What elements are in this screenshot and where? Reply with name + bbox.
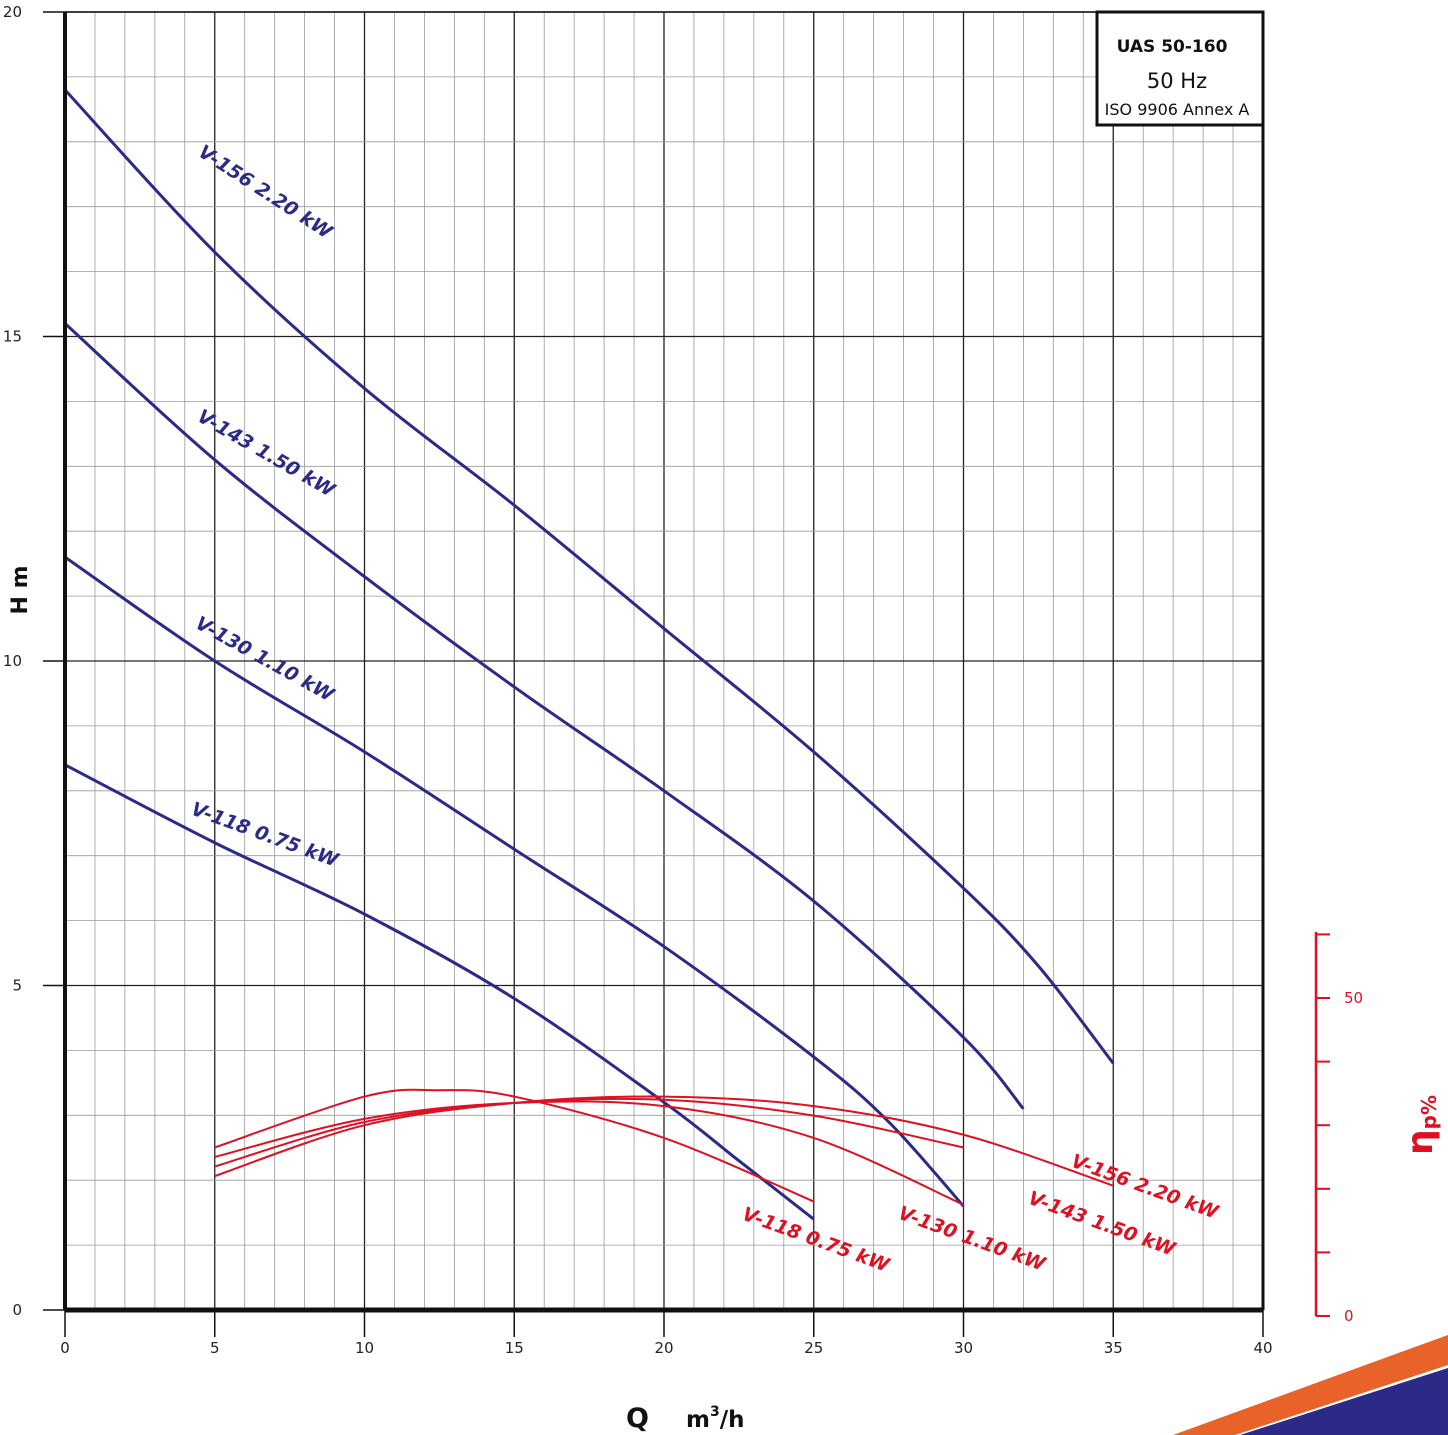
x-axis-title: Q m3/h: [626, 1403, 745, 1434]
chart-title: UAS 50-160: [1117, 37, 1228, 57]
x-tick-label: 10: [355, 1339, 374, 1357]
tick-labels: 0 5 10 15 20 25 30 35 40 0 5 10 15 20 0 50: [3, 3, 1363, 1357]
x-axis-unit-tail: /h: [720, 1407, 745, 1433]
eta-subscript: p%: [1417, 1095, 1441, 1129]
x-tick-label: 15: [505, 1339, 524, 1357]
x-tick-label: 20: [654, 1339, 673, 1357]
y-tick-label: 15: [3, 328, 22, 346]
axes: [43, 11, 1330, 1337]
efficiency-axis-title-text: ηp%: [1400, 1095, 1441, 1155]
x-tick-label: 25: [804, 1339, 823, 1357]
eta-symbol: η: [1400, 1129, 1441, 1155]
x-axis-symbol: Q: [626, 1403, 649, 1434]
efficiency-curves: [214, 1088, 1114, 1206]
head-curve-line: [64, 555, 965, 1208]
y-tick-label: 10: [3, 652, 22, 670]
y-axis-title: H m: [8, 566, 33, 615]
efficiency-tick-label: 0: [1344, 1307, 1354, 1325]
head-curve-line: [64, 763, 815, 1221]
x-tick-label: 35: [1104, 1339, 1123, 1357]
curve-labels: V-156 2.20 kWV-143 1.50 kWV-130 1.10 kWV…: [188, 141, 1222, 1277]
efficiency-tick-label: 50: [1344, 989, 1363, 1007]
efficiency-curve-line: [214, 1095, 1114, 1187]
grid: [64, 11, 1264, 1311]
efficiency-curve-line: [214, 1088, 815, 1203]
y-tick-label: 20: [3, 3, 22, 21]
efficiency-curve-label: V-130 1.10 kW: [895, 1202, 1049, 1276]
x-axis-unit-sup: 3: [710, 1404, 720, 1420]
efficiency-axis-title: ηp%: [1400, 1095, 1441, 1155]
efficiency-curve-line: [214, 1100, 964, 1206]
efficiency-curve-line: [214, 1097, 964, 1168]
head-curve-label: V-156 2.20 kW: [194, 141, 336, 244]
head-curve-line: [63, 322, 1025, 1110]
head-curve-label: V-118 0.75 kW: [188, 798, 342, 872]
x-tick-label: 5: [210, 1339, 220, 1357]
y-tick-label: 5: [12, 977, 22, 995]
efficiency-curve-label: V-118 0.75 kW: [739, 1203, 893, 1277]
x-tick-label: 0: [60, 1339, 70, 1357]
chart-frequency: 50 Hz: [1147, 69, 1207, 93]
brand-stripe-orange: [1173, 1335, 1448, 1435]
brand-stripe-blue: [1240, 1368, 1448, 1435]
y-tick-label: 0: [12, 1301, 22, 1319]
x-axis-unit: m3/h: [686, 1404, 745, 1433]
x-tick-label: 30: [954, 1339, 973, 1357]
info-box: UAS 50-160 50 Hz ISO 9906 Annex A: [1095, 10, 1265, 127]
chart-standard: ISO 9906 Annex A: [1105, 100, 1250, 119]
x-axis-unit-base: m: [686, 1407, 710, 1433]
head-curves: [63, 88, 1115, 1221]
head-curve-line: [63, 88, 1115, 1065]
brand-stripes: [1173, 1335, 1448, 1435]
info-box-frame: [1095, 10, 1265, 127]
x-tick-label: 40: [1253, 1339, 1272, 1357]
